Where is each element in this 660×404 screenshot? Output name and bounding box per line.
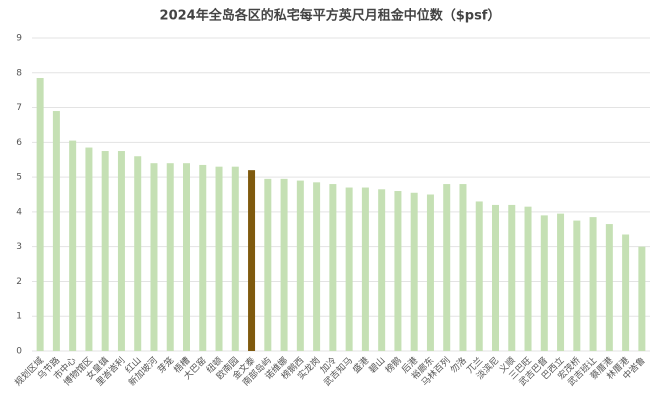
bar [492, 204, 499, 351]
bar [85, 147, 93, 351]
bar [248, 170, 256, 351]
bar [329, 184, 337, 351]
bar [150, 163, 158, 351]
y-tick-label: 5 [16, 173, 22, 183]
bar [52, 111, 60, 352]
y-tick-label: 3 [16, 242, 22, 252]
y-tick-label: 2 [16, 277, 22, 287]
y-tick-label: 1 [16, 312, 22, 322]
bar [524, 206, 532, 351]
bar [264, 178, 272, 351]
bar [296, 180, 304, 351]
bar [313, 182, 321, 351]
x-tick-label: 榜鹅 [383, 354, 404, 375]
bar [215, 166, 223, 351]
bar [443, 184, 451, 351]
y-tick-label: 4 [16, 207, 22, 217]
bar [69, 140, 77, 351]
y-tick-label: 6 [16, 138, 22, 148]
bar [36, 77, 44, 351]
x-tick-label: 碧山 [366, 354, 387, 375]
x-tick-label: 盛港 [350, 354, 371, 375]
bar [361, 187, 369, 351]
bar [345, 187, 353, 351]
bar [394, 191, 402, 351]
x-tick-label: 芽笼 [155, 354, 176, 375]
bar [589, 217, 597, 351]
bar [410, 192, 418, 351]
bar [638, 246, 646, 351]
bar [183, 163, 190, 351]
bar [231, 166, 239, 351]
chart-title: 2024年全岛各区的私宅每平方英尺月租金中位数（$psf） [160, 8, 501, 24]
y-tick-label: 8 [16, 68, 22, 78]
bar [117, 151, 125, 351]
bar [378, 189, 386, 351]
bar [101, 151, 109, 351]
bar [557, 213, 565, 351]
y-tick-label: 7 [16, 103, 22, 113]
bar [459, 184, 467, 351]
bar [540, 215, 548, 351]
bar [280, 178, 288, 351]
bar [199, 164, 207, 351]
bar [622, 234, 630, 351]
bar [166, 163, 174, 351]
x-tick-label: 勿洛 [448, 354, 469, 375]
bar [134, 156, 142, 351]
bar [508, 204, 516, 351]
bar [573, 220, 581, 351]
bar [426, 194, 434, 351]
y-tick-label: 0 [16, 347, 22, 357]
bar [475, 201, 483, 351]
y-tick-label: 9 [16, 34, 22, 44]
bar [605, 224, 613, 351]
